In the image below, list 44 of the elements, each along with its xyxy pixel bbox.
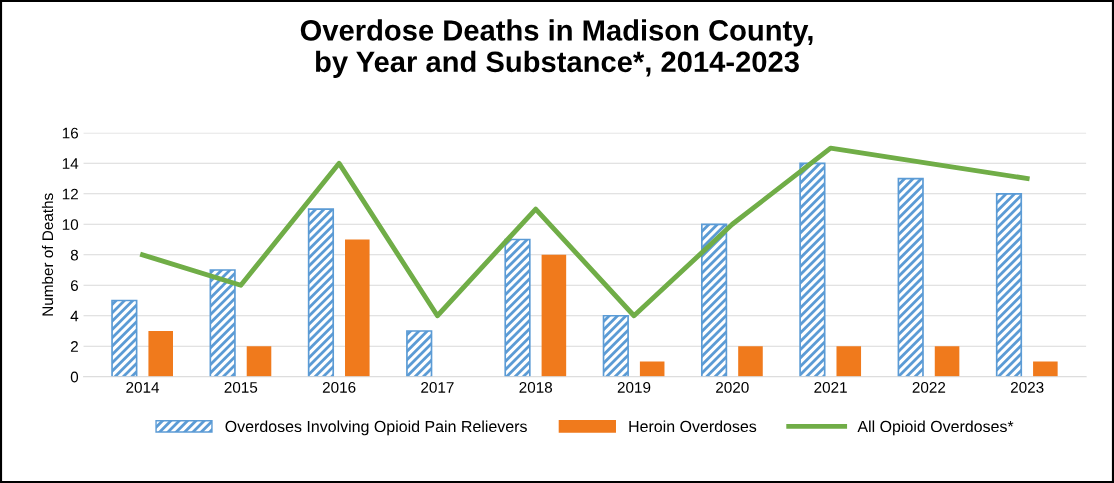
legend-label: All Opioid Overdoses*: [857, 420, 1014, 436]
bar: [799, 162, 826, 377]
x-tick-label: 2022: [912, 382, 946, 393]
bar: [995, 192, 1023, 377]
chart-title: Overdose Deaths in Madison County, by Year and Substance*, 2014-2023: [300, 19, 813, 78]
x-tick-label: 2014: [126, 382, 160, 393]
bar: [307, 208, 335, 377]
bar: [406, 330, 433, 377]
bar: [639, 361, 665, 377]
y-tick-label: 12: [62, 188, 78, 200]
bar: [504, 238, 531, 377]
x-tick-label: 2021: [814, 382, 847, 393]
x-tick-label: 2015: [224, 382, 258, 393]
y-tick-label: 10: [62, 219, 79, 230]
y-tick-label: 4: [70, 310, 79, 322]
x-tick-label: 2016: [322, 382, 356, 393]
x-tick-label: 2017: [421, 382, 454, 393]
bar: [541, 254, 567, 377]
bar: [209, 269, 236, 377]
bar: [148, 331, 173, 377]
legend-label: Heroin Overdoses: [629, 420, 757, 433]
bar: [246, 346, 272, 377]
y-tick-label: 16: [62, 127, 79, 139]
legend-label: Overdoses Involving Opioid Pain Relievers: [225, 420, 527, 436]
x-tick-label: 2020: [716, 382, 749, 393]
y-tick-label: 2: [70, 341, 78, 352]
bar: [897, 177, 924, 377]
bar: [934, 346, 960, 377]
bar: [836, 346, 862, 377]
x-tick-label: 2018: [519, 382, 553, 393]
y-tick-label: 8: [70, 249, 79, 261]
bar: [700, 223, 728, 377]
x-tick-label: 2019: [617, 382, 651, 393]
bar: [345, 239, 370, 377]
bar: [111, 299, 138, 377]
x-tick-label: 2023: [1010, 382, 1044, 393]
y-tick-label: 0: [70, 371, 79, 383]
y-axis-title: Number of Deaths: [41, 193, 54, 316]
bar: [602, 314, 629, 377]
y-tick-label: 14: [62, 158, 79, 169]
bar: [738, 346, 763, 377]
y-tick-label: 6: [70, 280, 79, 291]
line-series: [140, 145, 1030, 319]
bar: [1033, 361, 1058, 377]
